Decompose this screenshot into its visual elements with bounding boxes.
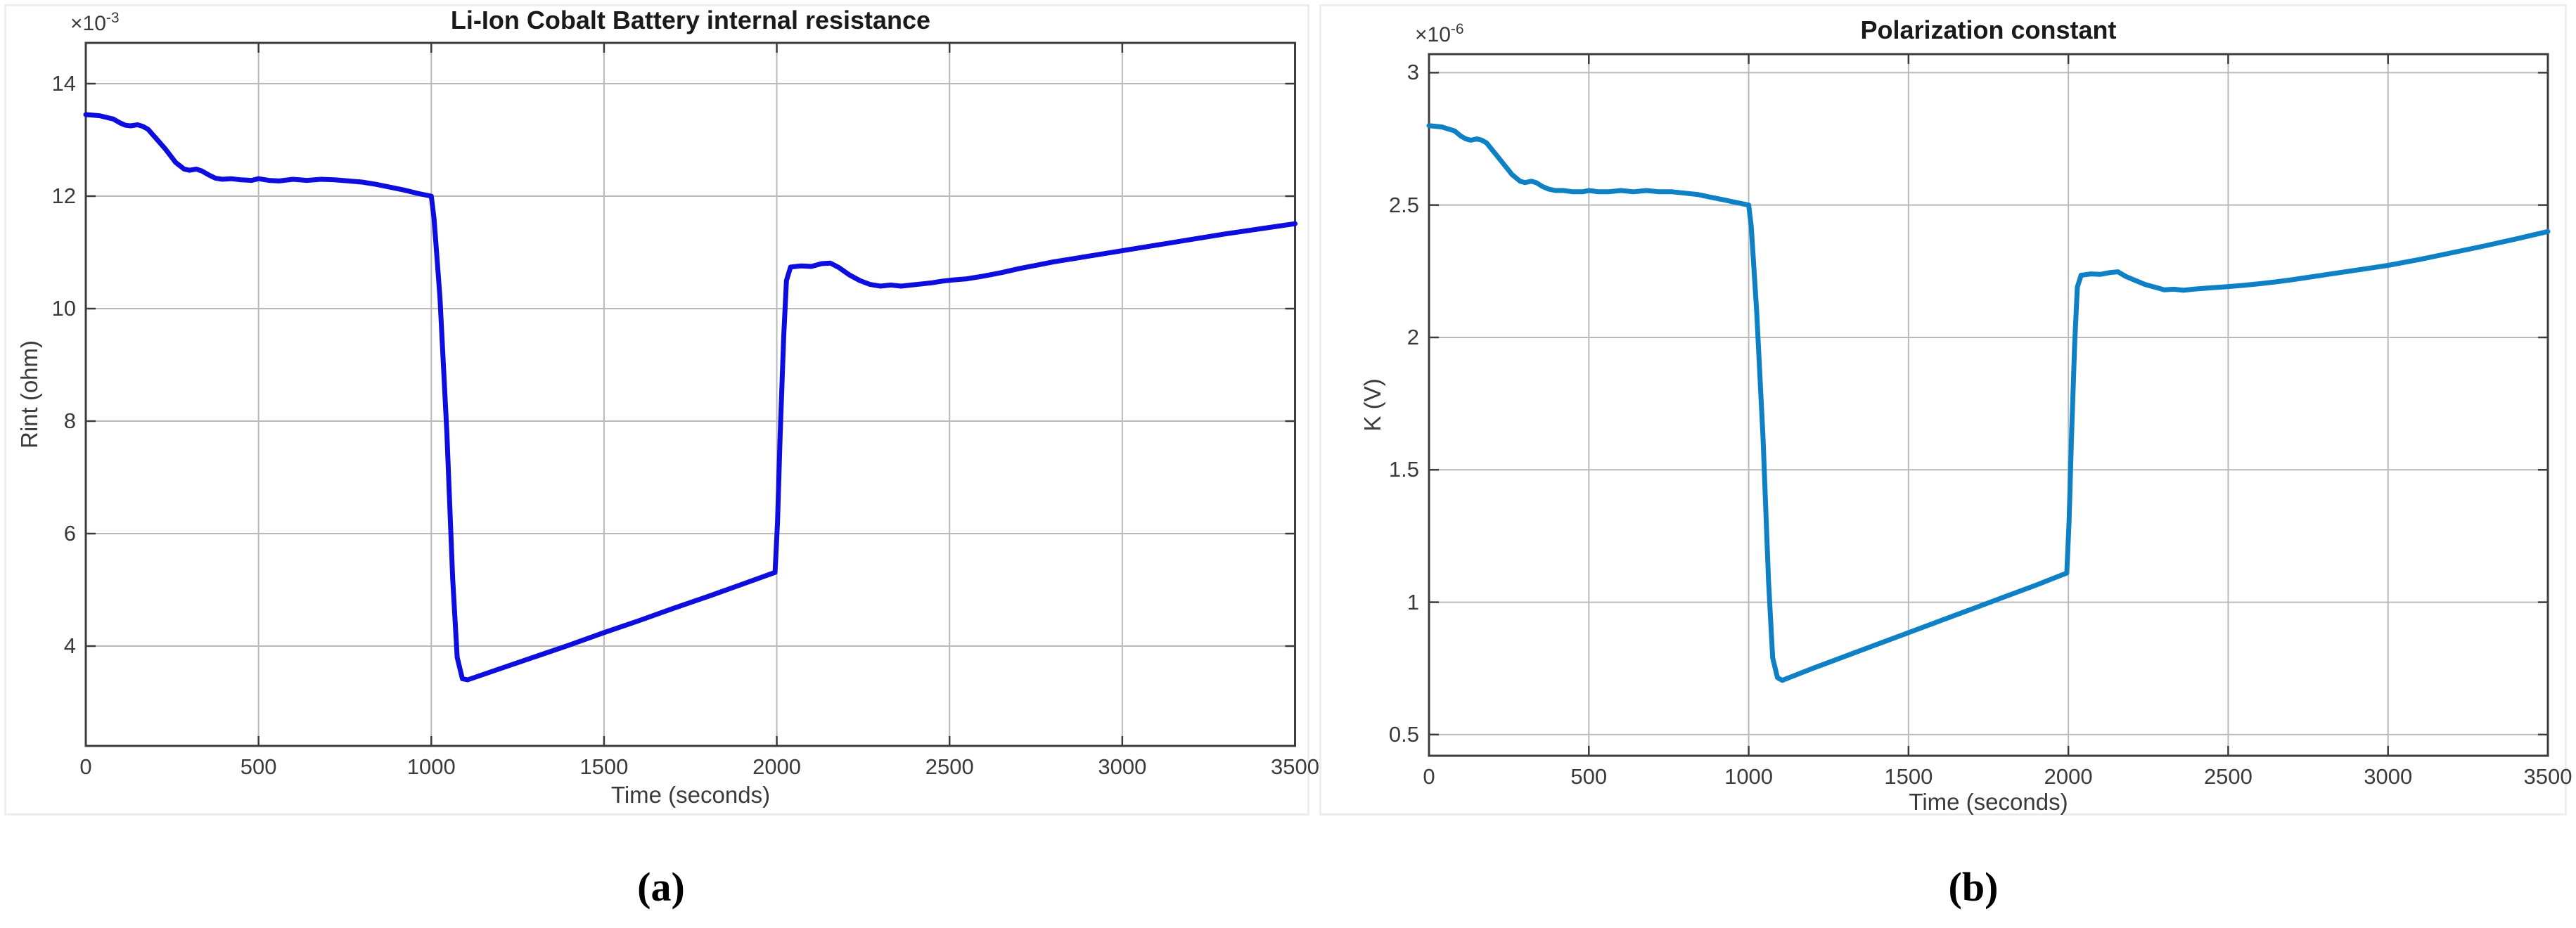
figure-b-panel (1319, 4, 2567, 816)
x-tick-label: 1500 (579, 754, 629, 779)
scale-base: ×10 (1415, 23, 1451, 46)
chart-a-title: Li-Ion Cobalt Battery internal resistanc… (450, 6, 931, 34)
x-tick-label: 500 (240, 754, 277, 779)
chart-b-y-axis-label: K (V) (1359, 378, 1385, 432)
x-tick-label: 2500 (2203, 764, 2253, 789)
K-data-line (1426, 123, 2551, 683)
figure-a-caption: (a) (637, 864, 685, 910)
Rint-data-line (83, 112, 1297, 683)
scale-base: ×10 (70, 12, 106, 35)
x-tick-label: 2000 (2044, 764, 2093, 789)
x-tick-label: 3500 (2523, 764, 2572, 789)
figure-a-panel (4, 4, 1309, 816)
y-tick-label: 14 (51, 71, 76, 96)
y-tick-label: 3 (1406, 60, 1419, 85)
x-tick-label: 3000 (1098, 754, 1147, 779)
x-tick-label: 500 (1570, 764, 1608, 789)
y-tick-label: 4 (63, 633, 76, 658)
x-tick-label: 0 (79, 754, 92, 779)
x-tick-label: 1000 (1724, 764, 1774, 789)
axes-box (84, 41, 1296, 747)
chart-b-y-scale-label: ×10-6 (1415, 21, 1464, 47)
chart-a-y-scale-label: ×10-3 (70, 10, 120, 36)
chart-b-x-axis-label: Time (seconds) (1909, 789, 2068, 815)
y-tick-label: 0.5 (1388, 721, 1419, 747)
x-tick-label: 2500 (925, 754, 974, 779)
y-tick-label: 6 (63, 521, 76, 546)
y-tick-label: 1 (1406, 589, 1419, 614)
x-tick-label: 0 (1423, 764, 1435, 789)
chart-b-title: Polarization constant (1860, 15, 2117, 44)
y-tick-label: 1.5 (1388, 457, 1419, 482)
x-tick-label: 2000 (752, 754, 802, 779)
axes-box (1428, 53, 2549, 757)
y-tick-label: 2.5 (1388, 192, 1419, 217)
y-tick-label: 2 (1406, 324, 1419, 349)
y-tick-label: 10 (51, 296, 76, 321)
scale-exponent: -3 (105, 10, 120, 26)
y-tick-label: 8 (63, 408, 76, 433)
y-tick-label: 12 (51, 183, 76, 208)
chart-a-x-axis-label: Time (seconds) (610, 782, 771, 808)
x-tick-label: 1000 (406, 754, 456, 779)
x-tick-label: 3500 (1271, 754, 1319, 779)
x-tick-label: 1500 (1884, 764, 1933, 789)
x-tick-label: 3000 (2364, 764, 2413, 789)
scale-exponent: -6 (1450, 21, 1464, 37)
figure-b-caption: (b) (1948, 864, 1999, 910)
